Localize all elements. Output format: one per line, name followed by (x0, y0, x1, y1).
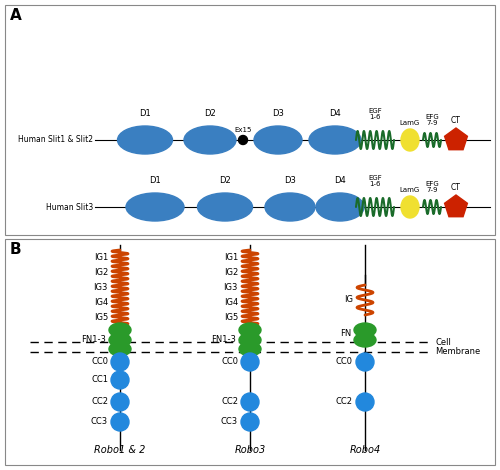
Text: EFG
7-9: EFG 7-9 (425, 114, 439, 126)
Text: CC3: CC3 (221, 417, 238, 426)
Circle shape (356, 353, 374, 371)
Text: Human Slit1 & Slit2: Human Slit1 & Slit2 (18, 135, 93, 144)
Ellipse shape (109, 342, 131, 356)
Text: IG2: IG2 (224, 268, 238, 277)
Text: IG5: IG5 (224, 313, 238, 322)
Text: D3: D3 (272, 109, 284, 118)
Ellipse shape (184, 126, 236, 154)
Text: Ex15: Ex15 (234, 127, 252, 133)
Text: LamG: LamG (400, 120, 420, 126)
Text: CC3: CC3 (91, 417, 108, 426)
Text: CT: CT (451, 183, 461, 192)
Text: FN: FN (340, 329, 351, 338)
Text: Human Slit3: Human Slit3 (46, 203, 93, 212)
Text: IG3: IG3 (224, 283, 238, 292)
Text: FN1-3: FN1-3 (211, 335, 236, 344)
Ellipse shape (198, 193, 252, 221)
Ellipse shape (239, 323, 261, 337)
Ellipse shape (401, 196, 419, 218)
Circle shape (241, 353, 259, 371)
Circle shape (111, 413, 129, 431)
Polygon shape (444, 195, 468, 217)
Ellipse shape (354, 323, 376, 337)
Text: IG5: IG5 (94, 313, 108, 322)
Text: D1: D1 (139, 109, 151, 118)
Text: D3: D3 (284, 176, 296, 185)
Text: Robo3: Robo3 (234, 445, 266, 455)
Text: EGF
1-6: EGF 1-6 (368, 175, 382, 187)
Ellipse shape (109, 333, 131, 347)
Ellipse shape (265, 193, 315, 221)
Ellipse shape (239, 333, 261, 347)
Text: IG4: IG4 (94, 298, 108, 307)
Ellipse shape (254, 126, 302, 154)
Text: Cell
Membrane: Cell Membrane (435, 337, 480, 356)
Text: IG3: IG3 (94, 283, 108, 292)
Ellipse shape (118, 126, 172, 154)
Text: CC0: CC0 (336, 358, 353, 367)
Circle shape (111, 393, 129, 411)
Text: Robo1 & 2: Robo1 & 2 (94, 445, 146, 455)
Circle shape (111, 371, 129, 389)
Text: CC2: CC2 (221, 398, 238, 407)
FancyBboxPatch shape (5, 239, 495, 465)
FancyBboxPatch shape (5, 5, 495, 235)
Text: D2: D2 (204, 109, 216, 118)
Text: D2: D2 (219, 176, 231, 185)
Text: FN1-3: FN1-3 (81, 335, 106, 344)
Text: EFG
7-9: EFG 7-9 (425, 181, 439, 193)
Text: CC0: CC0 (91, 358, 108, 367)
Ellipse shape (309, 126, 361, 154)
Ellipse shape (109, 323, 131, 337)
Text: CC0: CC0 (221, 358, 238, 367)
Ellipse shape (239, 342, 261, 356)
Text: CC2: CC2 (336, 398, 353, 407)
Text: IG4: IG4 (224, 298, 238, 307)
Text: CC2: CC2 (91, 398, 108, 407)
Circle shape (241, 413, 259, 431)
Ellipse shape (126, 193, 184, 221)
Text: CC1: CC1 (91, 376, 108, 384)
Text: IG2: IG2 (94, 268, 108, 277)
Text: D4: D4 (329, 109, 341, 118)
Text: D4: D4 (334, 176, 346, 185)
Text: A: A (10, 8, 22, 23)
Text: EGF
1-6: EGF 1-6 (368, 108, 382, 120)
Text: D1: D1 (149, 176, 161, 185)
Circle shape (356, 393, 374, 411)
Text: IG: IG (344, 296, 353, 305)
Ellipse shape (401, 129, 419, 151)
Text: LamG: LamG (400, 187, 420, 193)
Circle shape (111, 353, 129, 371)
Text: Robo4: Robo4 (350, 445, 380, 455)
Polygon shape (444, 128, 468, 150)
Ellipse shape (238, 135, 248, 144)
Text: B: B (10, 242, 22, 257)
Text: CT: CT (451, 116, 461, 125)
Ellipse shape (354, 333, 376, 347)
Ellipse shape (316, 193, 364, 221)
Circle shape (241, 393, 259, 411)
Text: IG1: IG1 (224, 253, 238, 262)
Text: IG1: IG1 (94, 253, 108, 262)
